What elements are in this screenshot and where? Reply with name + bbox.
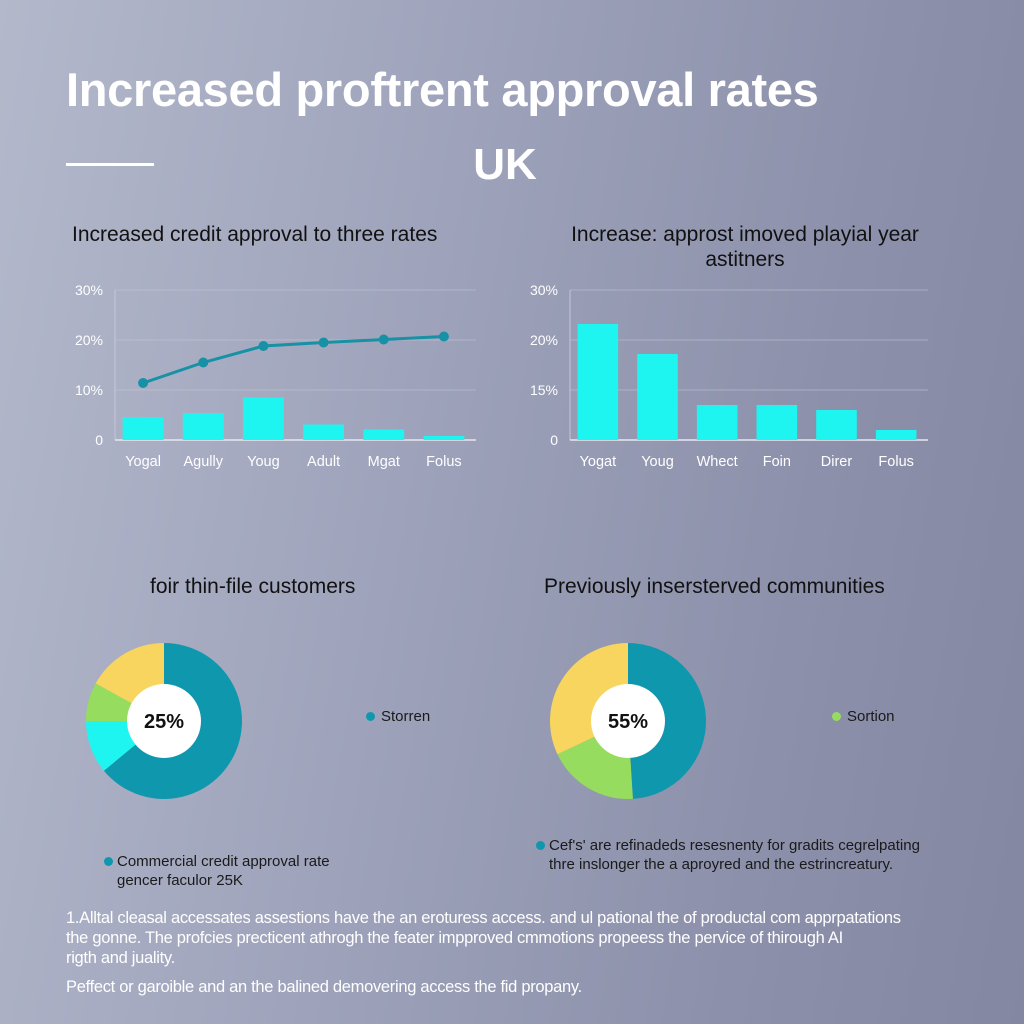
bar (816, 410, 857, 440)
y-tick-label: 20% (530, 332, 558, 348)
y-tick-label: 15% (530, 382, 558, 398)
page-subtitle: UK (473, 140, 537, 189)
pie-center (591, 684, 665, 758)
legend-dot-icon (832, 712, 841, 721)
pie2-note: Cef's' are refinadeds resesnenty for gra… (536, 836, 920, 874)
footer-paragraph-1: 1.Alltal cleasal accessates assestions h… (66, 909, 901, 967)
pie-center-label: 55% (608, 711, 648, 733)
bar (303, 424, 345, 440)
bullet-icon (104, 857, 113, 866)
y-tick-label: 0 (550, 432, 558, 448)
title-divider (66, 163, 154, 166)
pie2-title: Previously insersterved communities (544, 575, 885, 598)
pie1-note: Commercial credit approval rate gencer f… (104, 852, 330, 890)
pie-center (127, 684, 201, 758)
bar (242, 397, 284, 440)
x-tick-label: Youg (247, 454, 280, 470)
bar (182, 413, 224, 440)
line-point (198, 357, 209, 368)
line-point (378, 334, 389, 345)
legend-dot-icon (366, 712, 375, 721)
line-point (318, 337, 329, 348)
legend-label: Sortion (847, 708, 895, 725)
pie2-legend-item: Sortion (832, 708, 895, 725)
bar (875, 430, 917, 440)
pie-center-label: 25% (144, 711, 184, 733)
y-tick-label: 0 (95, 432, 103, 448)
bar (577, 324, 619, 440)
bar (756, 405, 798, 440)
chart1-title: Increased credit approval to three rates (72, 223, 438, 246)
bullet-icon (536, 841, 545, 850)
footer: 1.Alltal cleasal accessates assestions h… (66, 908, 1006, 997)
x-tick-label: Yogat (580, 454, 617, 470)
x-tick-label: Folus (426, 454, 461, 470)
x-tick-label: Mgat (368, 454, 400, 470)
y-tick-label: 20% (75, 332, 103, 348)
x-tick-label: Youg (641, 454, 674, 470)
line-point (138, 378, 149, 388)
y-tick-label: 30% (75, 282, 103, 298)
x-tick-label: Whect (697, 454, 738, 470)
pie1-title: foir thin-file customers (150, 575, 356, 598)
x-tick-label: Adult (307, 454, 340, 470)
x-tick-label: Agully (184, 454, 224, 470)
bar (363, 429, 405, 440)
x-tick-label: Direr (821, 454, 853, 470)
bar (122, 417, 164, 440)
pie-slice (628, 643, 707, 799)
bar (637, 354, 678, 440)
line-series (142, 335, 444, 385)
footer-paragraph-2: Peffect or garoible and an the balined d… (66, 978, 582, 996)
page-title: Increased proftrent approval rates (66, 63, 819, 116)
y-tick-label: 10% (75, 382, 103, 398)
line-point (258, 341, 269, 351)
x-tick-label: Yogal (125, 454, 161, 470)
line-point (438, 331, 449, 342)
bar (423, 436, 465, 440)
x-tick-label: Folus (878, 454, 913, 470)
y-tick-label: 30% (530, 282, 558, 298)
x-tick-label: Foin (763, 454, 791, 470)
pie1-legend-item: Storren (366, 708, 430, 725)
chart2-title: Increase: approst imoved playial year as… (571, 223, 919, 271)
legend-label: Storren (381, 708, 431, 725)
bar (696, 405, 738, 440)
